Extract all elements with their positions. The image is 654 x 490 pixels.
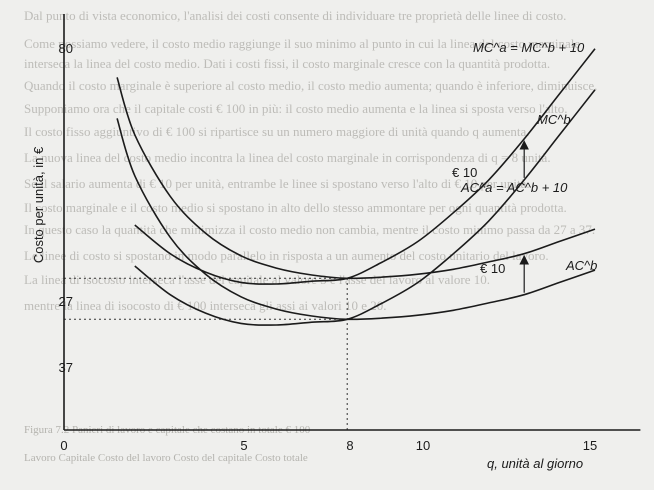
y-tick-label-27: 27 [59,294,73,309]
curve-label-ac-b: AC^b [565,258,597,273]
background-text-line: Il costo fisso aggiuntivo di € 100 si ri… [24,124,530,139]
y-axis-label: Costo per unità, in € [31,146,46,263]
y-tick-label-37: 37 [59,360,73,375]
background-text-line: Se il salario aumenta di € 10 per unità,… [24,176,530,191]
curve-mc-b [134,89,596,326]
background-text-line: mentre la linea di isocosto di € 100 int… [24,298,387,313]
curve-label-mc-b: MC^b [537,112,571,127]
curve-ac-b [116,118,596,321]
background-text-line: interseca la linea del costo medio. Dati… [24,56,551,71]
x-tick-label-10: 10 [416,438,430,453]
background-text-line: Quando il costo marginale è superiore al… [24,78,598,93]
shift-label-ac: € 10 [480,261,505,276]
x-axis-label: q, unità al giorno [487,456,583,471]
background-text-line: La linea di isocosto interseca l'asse de… [24,272,491,287]
background-text-line: Il costo marginale e il costo medio si s… [24,200,567,215]
background-text-line: Lavoro Capitale Costo del lavoro Costo d… [24,452,308,464]
background-text-line: La nuova linea del costo medio incontra … [24,150,551,165]
curve-mc-a [134,48,596,285]
background-text-line: Dal punto di vista economico, l'analisi … [24,8,567,23]
curve-label-ac-a: AC^a = AC^b + 10 [460,180,568,195]
background-text-line: Supponiamo ora che il capitale costi € 1… [24,101,568,116]
x-tick-label-5: 5 [240,438,247,453]
shift-label-mc: € 10 [452,165,477,180]
background-text-line: Come possiamo vedere, il costo medio rag… [24,36,581,51]
curve-label-mc-a: MC^a = MC^b + 10 [473,40,585,55]
background-text-line: Le linee di costo si spostano in modo pa… [24,248,549,263]
x-tick-label-0: 0 [60,438,67,453]
curve-ac-a [116,77,596,280]
x-tick-label-8: 8 [346,438,353,453]
x-tick-label-15: 15 [583,438,597,453]
y-tick-label-80: 80 [59,41,73,56]
